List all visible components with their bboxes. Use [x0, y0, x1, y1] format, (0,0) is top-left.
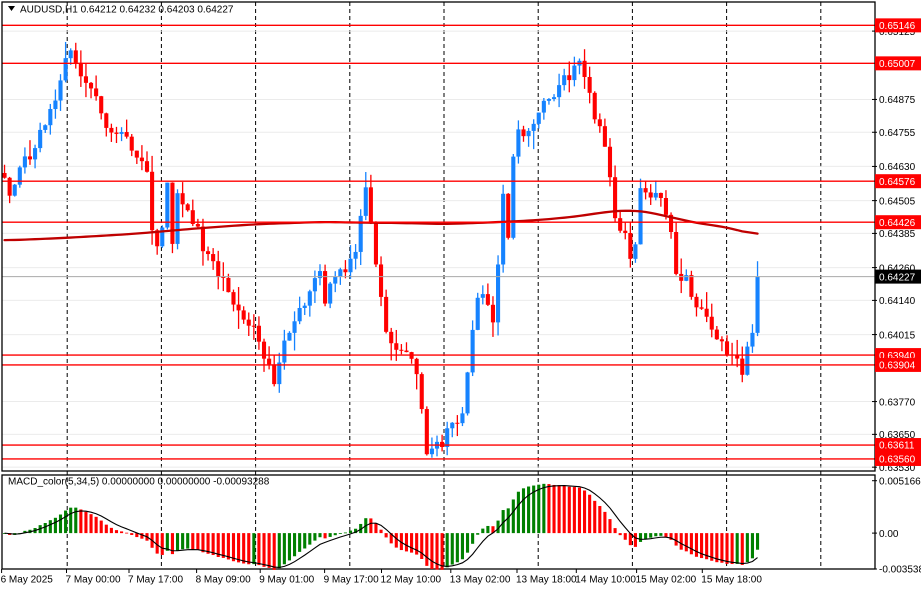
svg-text:0.65146: 0.65146	[879, 21, 916, 32]
svg-text:0.64140: 0.64140	[879, 296, 916, 307]
svg-text:0.63904: 0.63904	[879, 361, 916, 372]
svg-text:0.63560: 0.63560	[879, 455, 916, 466]
svg-text:15 May 18:00: 15 May 18:00	[701, 575, 762, 586]
svg-text:8 May 09:00: 8 May 09:00	[196, 575, 251, 586]
svg-text:0.64015: 0.64015	[879, 330, 916, 341]
svg-text:0.64875: 0.64875	[879, 95, 916, 106]
svg-text:14 May 10:00: 14 May 10:00	[575, 575, 636, 586]
svg-text:0.63611: 0.63611	[879, 441, 915, 452]
svg-text:7 May 00:00: 7 May 00:00	[66, 575, 121, 586]
svg-text:9 May 01:00: 9 May 01:00	[259, 575, 314, 586]
svg-text:6 May 2025: 6 May 2025	[1, 575, 54, 586]
svg-text:0.64630: 0.64630	[879, 162, 916, 173]
svg-text:0.64227: 0.64227	[879, 272, 916, 283]
svg-text:MACD_color(5,34,5) 0.00000000: MACD_color(5,34,5) 0.00000000 0.00000000…	[8, 477, 270, 488]
svg-text:0.0051669: 0.0051669	[879, 476, 921, 487]
svg-text:9 May 17:00: 9 May 17:00	[324, 575, 379, 586]
svg-text:-0.0035380: -0.0035380	[879, 565, 921, 576]
svg-text:0.64385: 0.64385	[879, 229, 916, 240]
svg-text:0.64576: 0.64576	[879, 177, 916, 188]
svg-text:AUDUSD,H1 0.64212 0.64232 0.6: AUDUSD,H1 0.64212 0.64232 0.64203 0.6422…	[20, 5, 234, 16]
svg-text:12 May 10:00: 12 May 10:00	[381, 575, 442, 586]
svg-text:0.65007: 0.65007	[879, 59, 916, 70]
svg-text:15 May 02:00: 15 May 02:00	[636, 575, 697, 586]
svg-text:13 May 02:00: 13 May 02:00	[450, 575, 511, 586]
svg-text:0.63770: 0.63770	[879, 397, 916, 408]
svg-text:0.64755: 0.64755	[879, 128, 916, 139]
svg-text:0.64505: 0.64505	[879, 196, 916, 207]
svg-text:0.64426: 0.64426	[879, 218, 916, 229]
svg-text:13 May 18:00: 13 May 18:00	[516, 575, 577, 586]
svg-text:0.00: 0.00	[879, 529, 899, 540]
svg-text:7 May 17:00: 7 May 17:00	[128, 575, 183, 586]
